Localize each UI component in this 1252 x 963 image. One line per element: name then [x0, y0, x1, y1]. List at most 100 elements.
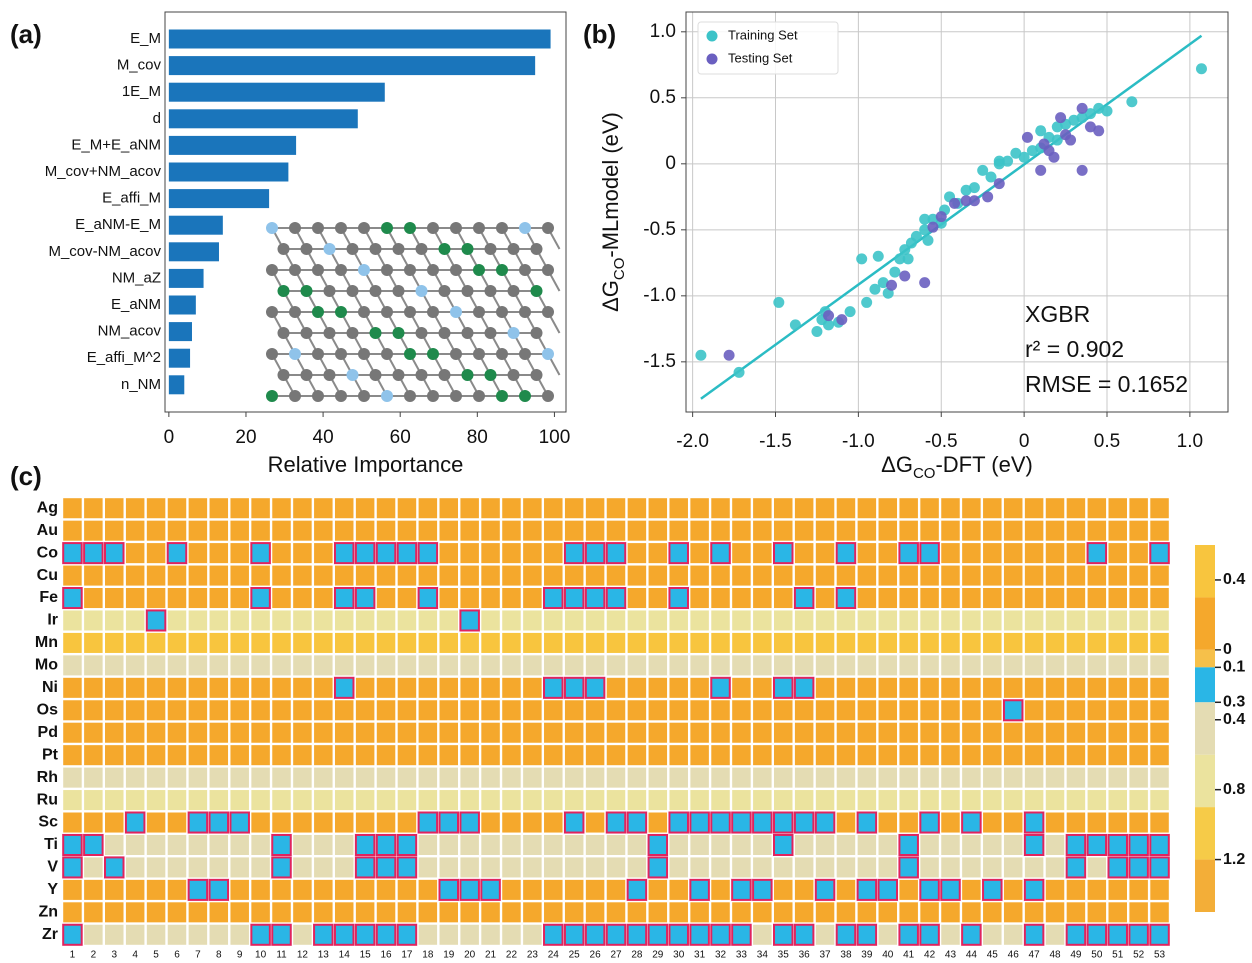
heatmap-cell [251, 565, 270, 586]
heatmap-cell [376, 745, 396, 766]
heatmap-cell [1045, 543, 1065, 564]
scatter-point [927, 221, 939, 233]
heatmap-cell [376, 498, 396, 519]
scatter-point [861, 296, 873, 308]
heatmap-cell [564, 767, 584, 788]
heatmap-cell [857, 834, 877, 855]
inset-atom [519, 306, 531, 318]
scatter-point [922, 234, 934, 246]
heatmap-cell [146, 857, 166, 878]
inset-atom [358, 306, 370, 318]
heatmap-cell [481, 700, 500, 721]
heatmap-cell [105, 790, 124, 811]
heatmap-cell [1108, 722, 1127, 743]
heatmap-cell [418, 879, 438, 900]
heatmap-cell [732, 722, 751, 743]
inset-atom [450, 348, 462, 360]
legend-label: Training Set [728, 27, 798, 42]
inset-atom [450, 390, 462, 402]
heatmap-cell [857, 655, 877, 676]
heatmap-cell [523, 520, 542, 541]
heatmap-cell [1129, 812, 1148, 833]
heatmap-cell [125, 790, 145, 811]
heatmap-cell [878, 902, 898, 923]
heatmap-cell [293, 520, 312, 541]
category-label: NM_aZ [112, 269, 161, 286]
heatmap-cell [690, 790, 709, 811]
inset-atom [381, 222, 393, 234]
heatmap-cell [814, 878, 836, 901]
scatter-point [982, 191, 994, 203]
heatmap-cell [544, 879, 563, 900]
heatmap-cell [188, 565, 208, 586]
heatmap-cell [627, 677, 647, 698]
heatmap-cell [397, 745, 417, 766]
heatmap-cell [376, 902, 396, 923]
heatmap-cell [899, 632, 918, 653]
heatmap-cell [460, 543, 479, 564]
heatmap-cell [105, 498, 124, 519]
heatmap-cell [1045, 655, 1065, 676]
heatmap-cell [460, 498, 479, 519]
heatmap-cell [84, 632, 103, 653]
heatmap-cell [669, 498, 688, 519]
heatmap-cell [439, 857, 459, 878]
heatmap-cell [544, 834, 563, 855]
heatmap-cell [732, 543, 751, 564]
heatmap-cell [1045, 677, 1065, 698]
inset-atom [381, 390, 393, 402]
heatmap-cell [84, 700, 103, 721]
heatmap-cell [502, 812, 521, 833]
column-label: 3 [111, 950, 117, 961]
column-label: 52 [1133, 950, 1145, 961]
heatmap-cell [919, 878, 940, 901]
heatmap-cell [920, 857, 939, 878]
column-label: 22 [506, 950, 518, 961]
heatmap-cell [1150, 767, 1169, 788]
scatter-point [1035, 164, 1047, 176]
column-label: 47 [1029, 950, 1041, 961]
heatmap-cell [648, 610, 668, 631]
heatmap-cell [690, 588, 709, 609]
column-label: 33 [736, 950, 748, 961]
heatmap-cell [125, 610, 145, 631]
heatmap-cell [314, 722, 333, 743]
column-label: 32 [715, 950, 727, 961]
heatmap-cell [794, 857, 814, 878]
heatmap-cell [1003, 677, 1023, 698]
heatmap-cell [1087, 655, 1107, 676]
heatmap-cell [773, 902, 793, 923]
heatmap-cell [146, 924, 166, 945]
heatmap-cell [1003, 520, 1023, 541]
heatmap-cell [502, 610, 521, 631]
heatmap-cell [983, 812, 1002, 833]
heatmap-cell [606, 677, 626, 698]
heatmap-cell [753, 655, 772, 676]
heatmap-cell [711, 857, 730, 878]
heatmap-cell [167, 924, 187, 945]
heatmap-cell [146, 588, 166, 609]
heatmap-cell [460, 520, 479, 541]
heatmap-cell [1003, 879, 1023, 900]
heatmap-cell [983, 790, 1002, 811]
heatmap-cell [983, 924, 1002, 945]
heatmap-cell [1086, 542, 1108, 565]
heatmap-cell [626, 923, 648, 946]
inset-atom [266, 264, 278, 276]
heatmap-cell [1129, 655, 1148, 676]
heatmap-cell [1003, 834, 1023, 855]
heatmap-cell [1108, 812, 1127, 833]
heatmap-cell [544, 543, 563, 564]
heatmap-cell [209, 588, 229, 609]
heatmap-cell [563, 923, 585, 946]
heatmap-cell [815, 655, 835, 676]
heatmap-cell [627, 588, 647, 609]
y-axis-label-part: -MLmodel (eV) [598, 112, 623, 257]
heatmap-cell [773, 879, 793, 900]
heatmap-cell [647, 923, 669, 946]
heatmap-cell [669, 565, 688, 586]
heatmap-cell [836, 857, 856, 878]
heatmap-cell [1150, 610, 1169, 631]
heatmap-cell [920, 655, 939, 676]
heatmap-cell [1149, 856, 1170, 879]
